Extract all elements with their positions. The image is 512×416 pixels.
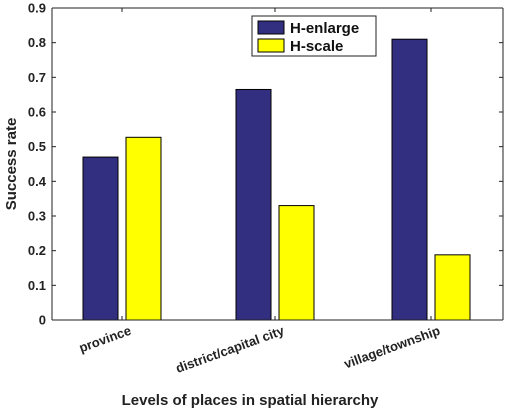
legend-label-h-enlarge: H-enlarge	[290, 20, 359, 37]
y-tick-label: 0.3	[28, 209, 46, 224]
y-tick-label: 0.4	[28, 174, 47, 189]
legend-label-h-scale: H-scale	[290, 38, 343, 55]
x-tick-label: district/capital city	[174, 322, 287, 375]
bar-h-scale-2	[434, 254, 471, 321]
y-axis-title: Success rate	[3, 118, 20, 211]
bar-h-enlarge-1	[235, 88, 272, 321]
legend: H-enlarge H-scale	[251, 15, 377, 57]
x-tick-label: village/township	[342, 323, 442, 372]
bar-h-enlarge-0	[82, 156, 119, 321]
bars-group	[82, 38, 471, 321]
bar-h-enlarge-2	[391, 38, 428, 321]
y-tick-label: 0.1	[28, 278, 46, 293]
y-tick-label: 0.2	[28, 243, 46, 258]
y-ticks-group: 0 0.1 0.2 0.3 0.4 0.5 0.6 0.7 0.8 0.9	[28, 1, 503, 328]
y-tick-label: 0.5	[28, 139, 46, 154]
axes-group	[51, 7, 504, 321]
y-tick-label: 0.7	[28, 70, 46, 85]
legend-swatch-h-scale	[257, 38, 285, 53]
y-tick-label: 0.6	[28, 105, 46, 120]
x-tick-label: province	[77, 323, 133, 356]
legend-swatch-h-enlarge	[257, 20, 285, 35]
bar-h-scale-1	[278, 205, 315, 321]
bar-h-scale-0	[125, 136, 162, 321]
y-tick-label: 0	[39, 313, 46, 328]
y-tick-label: 0.8	[28, 35, 46, 50]
x-axis-title: Levels of places in spatial hierarchy	[122, 392, 379, 409]
y-tick-label: 0.9	[28, 1, 46, 16]
